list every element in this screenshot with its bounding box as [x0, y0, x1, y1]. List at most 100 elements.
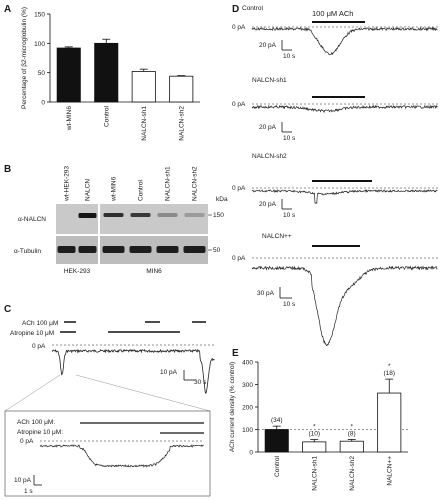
tubulin-band: [57, 246, 76, 253]
category-label: Control: [103, 105, 110, 127]
nalcn-band: [103, 213, 124, 217]
c-zoom-connector-left: [4, 374, 61, 412]
lane-label: Control: [138, 179, 145, 201]
bar: [56, 47, 81, 103]
significance-star: *: [388, 363, 391, 370]
d-trace-2-label: NALCN-sh1: [252, 77, 287, 84]
lane-label: NALCN-sh1: [165, 166, 172, 201]
d-trace-1-scale-y: 20 pA: [259, 42, 277, 49]
c-scale-x-label: 30 s: [194, 379, 207, 386]
significance-star: *: [350, 423, 353, 430]
tubulin-band: [183, 246, 206, 253]
tubulin-band: [102, 246, 125, 253]
bar: [302, 441, 327, 453]
c-zero-label: 0 pA: [32, 343, 46, 350]
panel-label-d: D: [232, 4, 239, 15]
y-tick-label: 100: [242, 427, 253, 434]
d-trace-4-label: NALCN++: [262, 233, 292, 240]
d-trace-3-label: NALCN-sh2: [252, 153, 287, 160]
lane-label: NALCN-sh2: [192, 166, 199, 201]
c-inset-scale-x-label: 1 s: [24, 488, 33, 495]
n-label: (34): [271, 417, 283, 424]
d-ach-label: 100 μM ACh: [312, 9, 353, 18]
d-trace-3-zero: 0 pA: [232, 185, 246, 192]
category-label: NALCN-sh2: [349, 456, 356, 491]
trace-panel-d: 100 μM ACh Control 0 pA 20 pA 10 s NALCN…: [232, 5, 438, 346]
d-trace-2-scale-y: 20 pA: [259, 124, 277, 131]
tubulin-band: [129, 246, 152, 253]
bar: [264, 429, 289, 453]
nalcn-band: [78, 213, 97, 218]
blot-membrane-nalcn: [56, 204, 98, 234]
bar: [339, 440, 364, 453]
y-tick-label: 0: [41, 100, 45, 107]
marker-50: 50: [213, 247, 221, 254]
c-zoom-connector-right: [75, 374, 211, 412]
bar: [377, 392, 402, 453]
blot-membrane-nalcn: [100, 204, 208, 234]
y-axis-label: ACh current density (% control): [229, 362, 236, 452]
tubulin-band: [156, 246, 179, 253]
lane-label: NALCN: [85, 179, 92, 201]
c-inset-trace: [39, 444, 204, 468]
lane-label: wt-MIN6: [111, 176, 118, 202]
y-tick-label: 300: [242, 382, 253, 389]
c-inset-ach-label: ACh 100 μM:: [17, 419, 55, 426]
western-blot: wt-HEK-293 NALCN wt-MIN6 Control NALCN-sh1 NA…: [14, 166, 228, 275]
n-label: (10): [308, 431, 320, 438]
y-tick-label: 200: [242, 405, 253, 412]
y-tick-label: 400: [242, 360, 253, 367]
y-tick-label: 100: [34, 41, 45, 48]
panel-label-e: E: [232, 348, 239, 359]
c-inset-frame: [4, 410, 211, 497]
y-axis-label: Percentage of β2-microglobulin (%): [21, 7, 28, 109]
y-tick-label: 150: [34, 12, 45, 19]
c-inset-zero-label: 0 pA: [20, 438, 34, 445]
group-label-min6: MIN6: [146, 268, 162, 275]
y-tick-label: 50: [38, 70, 46, 77]
category-label: NALCN++: [386, 456, 393, 486]
d-trace-1-scale-x: 10 s: [283, 53, 296, 60]
d-trace-1: [251, 26, 438, 56]
d-trace-2-scale-x: 10 s: [283, 135, 296, 142]
row-label-tubulin: α-Tubulin: [14, 248, 41, 255]
d-trace-2-zero: 0 pA: [232, 101, 246, 108]
d-trace-3-scale-x: 10 s: [283, 212, 296, 219]
nalcn-band: [157, 213, 178, 217]
d-trace-1-label: Control: [242, 5, 264, 12]
d-trace-1-zero: 0 pA: [232, 24, 246, 31]
panel-label-a: A: [4, 4, 11, 15]
significance-star: *: [313, 424, 316, 431]
n-label: (18): [383, 370, 395, 377]
marker-150: 150: [213, 212, 224, 219]
tubulin-band: [78, 246, 97, 253]
c-inset-atropine-label: Atropine 10 μM:: [17, 429, 63, 436]
c-ach-label: ACh 100 μM: [22, 320, 58, 327]
kda-label: kDa: [216, 196, 228, 203]
group-label-hek: HEK-293: [64, 268, 91, 275]
lane-label: wt-HEK-293: [64, 166, 71, 202]
nalcn-band: [184, 213, 205, 217]
d-trace-4: [251, 265, 438, 346]
category-label: NALCN-sh1: [141, 106, 148, 141]
panel-label-c: C: [4, 304, 11, 315]
y-tick-label: 0: [249, 450, 253, 457]
c-inset-scale-y-label: 10 pA: [14, 477, 32, 484]
d-trace-4-zero: 0 pA: [232, 255, 246, 262]
c-atropine-label: Atropine 10 μM: [10, 330, 54, 337]
d-trace-3-scale-y: 20 pA: [259, 201, 277, 208]
category-label: NALCN-sh1: [311, 456, 318, 491]
category-label: wt-MIN6: [66, 106, 73, 132]
d-trace-2: [251, 104, 438, 114]
bar: [94, 42, 119, 103]
d-trace-3: [251, 189, 438, 204]
chart-e: 0 100 200 300 400 ACh current density (% cont…: [229, 360, 408, 491]
c-scale-y-label: 10 pA: [160, 369, 178, 376]
bar: [131, 71, 156, 103]
panel-label-b: B: [4, 164, 11, 175]
chart-a: 0 50 100 150 Percentage of β2-microglobulin …: [21, 7, 200, 141]
d-trace-4-scale-y: 30 pA: [257, 290, 275, 297]
c-current-trace: [51, 348, 215, 394]
d-trace-4-scale-x: 10 s: [283, 301, 296, 308]
